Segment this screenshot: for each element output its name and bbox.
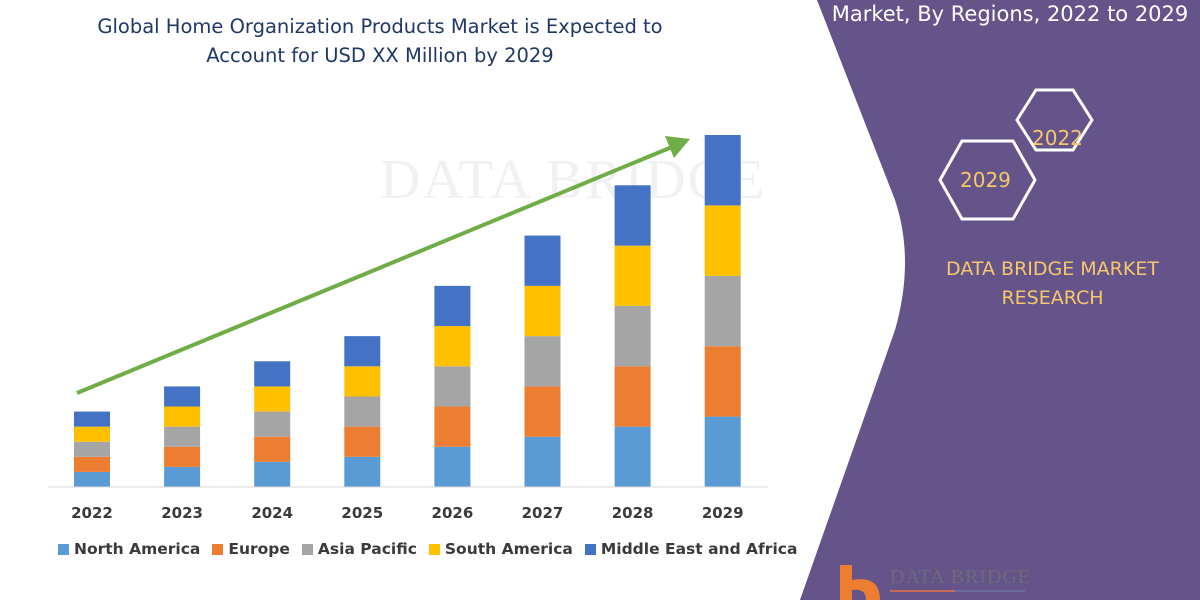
bar-2023-asia-pacific	[164, 426, 201, 447]
x-tick-label: 2025	[341, 504, 383, 522]
x-tick-label: 2022	[71, 504, 113, 522]
bar-2027-asia-pacific	[524, 336, 561, 387]
trend-arrow-line	[76, 145, 673, 395]
bar-2023-north-america	[164, 466, 201, 487]
bar-2023-south-america	[164, 406, 201, 427]
bar-2024-south-america	[254, 386, 291, 412]
logo-text: DATA BRIDGE	[890, 566, 1032, 588]
legend: North America Europe Asia Pacific South Ame…	[58, 540, 797, 558]
bar-2026-middle-east-and-africa	[434, 285, 471, 327]
bar-2029-europe	[704, 346, 741, 417]
legend-swatch	[212, 543, 224, 555]
bar-2029-north-america	[704, 416, 741, 487]
bar-2028-middle-east-and-africa	[614, 185, 651, 246]
bar-2026-asia-pacific	[434, 366, 471, 407]
bar-2027-middle-east-and-africa	[524, 235, 561, 286]
brand-line-2: RESEARCH	[1001, 287, 1104, 309]
x-tick-label: 2028	[612, 504, 654, 522]
legend-item: Asia Pacific	[301, 540, 417, 558]
legend-label: South America	[444, 540, 573, 558]
bar-2024-europe	[254, 436, 291, 462]
legend-item: North America	[58, 540, 200, 558]
bar-2022-north-america	[74, 471, 110, 487]
bar-2026-north-america	[434, 446, 471, 487]
chart-title: Global Home Organization Products Market…	[60, 12, 700, 70]
legend-swatch	[428, 543, 440, 555]
bar-2024-north-america	[254, 461, 291, 487]
x-tick-label: 2029	[702, 504, 744, 522]
hex-2022-label: 2022	[1032, 126, 1083, 150]
brand-line-1: DATA BRIDGE MARKET	[946, 258, 1159, 280]
bar-2026-south-america	[434, 326, 471, 367]
trend-arrow	[76, 136, 690, 395]
bar-2022-asia-pacific	[74, 441, 110, 457]
bar-2025-north-america	[344, 456, 381, 487]
bar-2028-asia-pacific	[614, 305, 651, 367]
stacked-bar-chart: 2022 2023 2024 2025 2026 2027 2028 2029	[48, 135, 768, 522]
title-line-1: Global Home Organization Products Market…	[97, 15, 663, 38]
legend-label: North America	[74, 540, 201, 558]
legend-item: South America	[428, 540, 573, 558]
bar-2027-north-america	[524, 436, 561, 487]
bar-2029-middle-east-and-africa	[704, 135, 741, 206]
bar-2024-middle-east-and-africa	[254, 361, 291, 387]
bar-2027-europe	[524, 386, 561, 437]
legend-swatch	[58, 543, 69, 555]
bar-2022-europe	[74, 456, 110, 472]
legend-item: Europe	[212, 540, 290, 558]
watermark: DATA BRIDGE	[380, 149, 767, 211]
bar-2022-south-america	[74, 426, 110, 442]
x-tick-label: 2023	[161, 504, 203, 522]
legend-item: Middle East and Africa	[584, 540, 798, 558]
bar-2025-asia-pacific	[344, 396, 381, 427]
bar-2022-middle-east-and-africa	[74, 411, 110, 427]
legend-label: Asia Pacific	[317, 540, 417, 558]
bar-2025-south-america	[344, 366, 381, 397]
bar-2025-europe	[344, 426, 381, 457]
x-tick-label: 2026	[432, 504, 474, 522]
bar-2026-europe	[434, 406, 471, 447]
title-line-2: Account for USD XX Million by 2029	[206, 44, 554, 67]
bar-2029-south-america	[704, 205, 741, 276]
brand-text: DATA BRIDGE MARKET RESEARCH	[920, 255, 1185, 313]
legend-swatch	[301, 543, 313, 555]
bar-2023-middle-east-and-africa	[164, 386, 201, 407]
x-tick-label: 2024	[251, 504, 293, 522]
bar-2027-south-america	[524, 285, 561, 337]
trend-arrow-head	[665, 136, 690, 158]
bar-2029-asia-pacific	[704, 275, 741, 347]
hex-2029	[938, 139, 1037, 221]
bar-2024-asia-pacific	[254, 411, 291, 437]
bar-2028-south-america	[614, 245, 651, 306]
hex-2029-label: 2029	[960, 168, 1011, 192]
x-tick-label: 2027	[522, 504, 564, 522]
legend-label: Middle East and Africa	[600, 540, 798, 558]
bar-2028-europe	[614, 366, 651, 427]
hex-2022	[1015, 88, 1094, 152]
bar-2028-north-america	[614, 426, 651, 487]
bar-2025-middle-east-and-africa	[344, 336, 381, 367]
panel-title: Market, By Regions, 2022 to 2029	[831, 2, 1189, 26]
logo-icon	[840, 565, 1025, 600]
legend-label: Europe	[228, 540, 290, 558]
bar-2023-europe	[164, 446, 201, 467]
legend-swatch	[584, 543, 596, 555]
